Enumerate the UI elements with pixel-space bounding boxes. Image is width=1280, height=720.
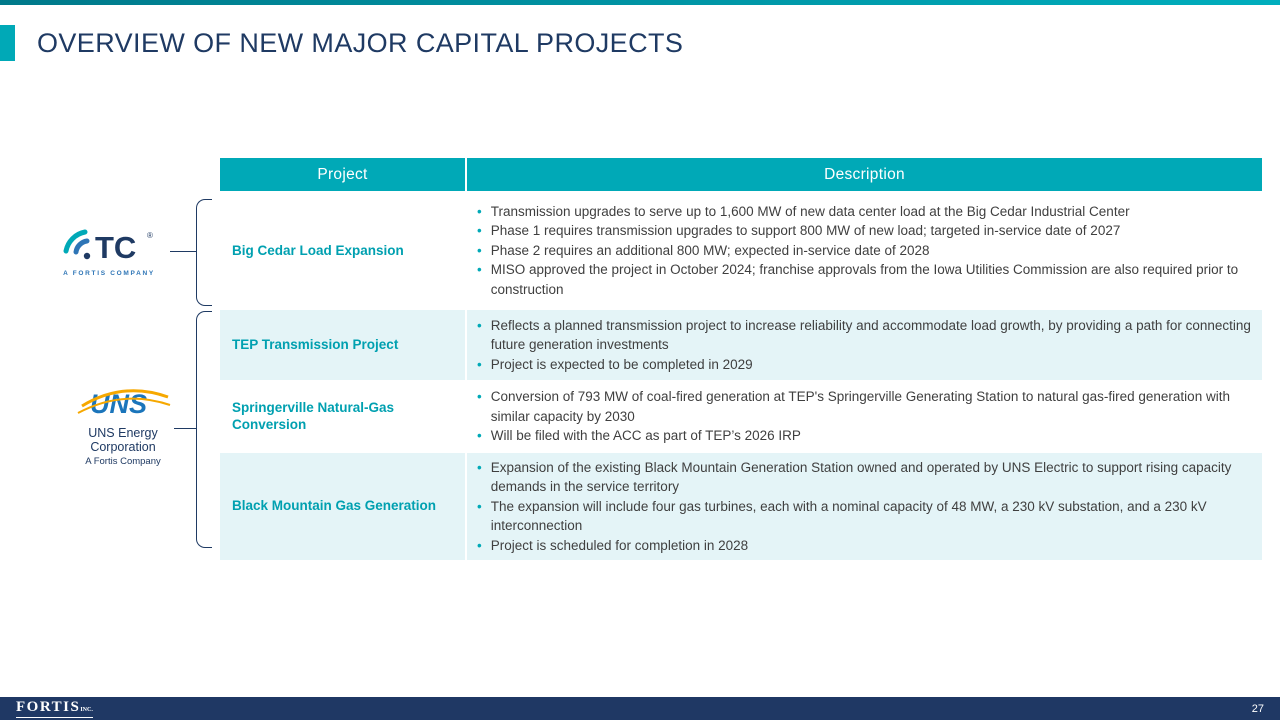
itc-logo-mark: TC ®: [63, 229, 153, 265]
bullet-item: Phase 1 requires transmission upgrades t…: [467, 221, 1252, 241]
project-name: Springerville Natural-Gas Conversion: [220, 382, 467, 451]
project-description: Reflects a planned transmission project …: [467, 310, 1262, 380]
bullet-item: Expansion of the existing Black Mountain…: [467, 458, 1252, 497]
bullet-item: Phase 2 requires an additional 800 MW; e…: [467, 241, 1252, 261]
table-row: TEP Transmission Project Reflects a plan…: [220, 308, 1262, 380]
project-name: Black Mountain Gas Generation: [220, 452, 467, 560]
table-header-row: Project Description: [220, 158, 1262, 191]
uns-logo: UNS UNS Energy Corporation A Fortis Comp…: [56, 386, 190, 467]
itc-registered-icon: ®: [147, 231, 153, 240]
uns-swoosh-icon: [81, 389, 169, 408]
bullet-item: Transmission upgrades to serve up to 1,6…: [467, 202, 1252, 222]
itc-mark-text: TC: [95, 230, 136, 262]
fortis-logo-suffix: INC.: [80, 706, 93, 713]
bullet-item: Reflects a planned transmission project …: [467, 316, 1252, 355]
bullet-item: Will be filed with the ACC as part of TE…: [467, 426, 1252, 446]
project-name: TEP Transmission Project: [220, 310, 467, 380]
uns-logo-mark: UNS: [77, 389, 171, 419]
itc-tagline: A FORTIS COMPANY: [63, 270, 155, 277]
project-description: Expansion of the existing Black Mountain…: [467, 453, 1262, 561]
fortis-logo-text: FORTIS: [16, 698, 81, 715]
bullet-item: Project is expected to be completed in 2…: [467, 355, 1252, 375]
bullet-item: The expansion will include four gas turb…: [467, 497, 1252, 536]
project-description: Conversion of 793 MW of coal-fired gener…: [467, 382, 1262, 451]
page-number: 27: [1251, 702, 1264, 715]
title-block: OVERVIEW OF NEW MAJOR CAPITAL PROJECTS: [0, 25, 683, 61]
projects-table: Project Description Big Cedar Load Expan…: [220, 158, 1262, 560]
uns-bracket: [196, 311, 212, 548]
uns-bracket-connector: [174, 428, 196, 429]
column-header-project: Project: [220, 158, 467, 191]
project-name: Big Cedar Load Expansion: [220, 193, 467, 308]
itc-bracket: [196, 199, 212, 306]
column-header-description: Description: [824, 165, 905, 183]
page-title: OVERVIEW OF NEW MAJOR CAPITAL PROJECTS: [37, 27, 684, 58]
uns-tagline: A Fortis Company: [85, 456, 161, 467]
bullet-item: MISO approved the project in October 202…: [467, 260, 1252, 299]
title-accent-square: [0, 25, 15, 61]
bullet-item: Project is scheduled for completion in 2…: [467, 536, 1252, 556]
table-row: Springerville Natural-Gas Conversion Con…: [220, 380, 1262, 451]
project-description: Transmission upgrades to serve up to 1,6…: [467, 193, 1262, 308]
top-accent-bar: [0, 0, 1280, 5]
table-row: Black Mountain Gas Generation Expansion …: [220, 450, 1262, 561]
itc-bracket-connector: [170, 251, 196, 252]
table-row: Big Cedar Load Expansion Transmission up…: [220, 191, 1262, 308]
itc-logo: TC ® A FORTIS COMPANY: [46, 226, 172, 277]
footer-bar: FORTISINC. 27: [0, 697, 1280, 720]
uns-company-name: UNS Energy Corporation: [88, 426, 158, 454]
fortis-logo: FORTISINC.: [16, 698, 93, 718]
bullet-item: Conversion of 793 MW of coal-fired gener…: [467, 387, 1252, 426]
